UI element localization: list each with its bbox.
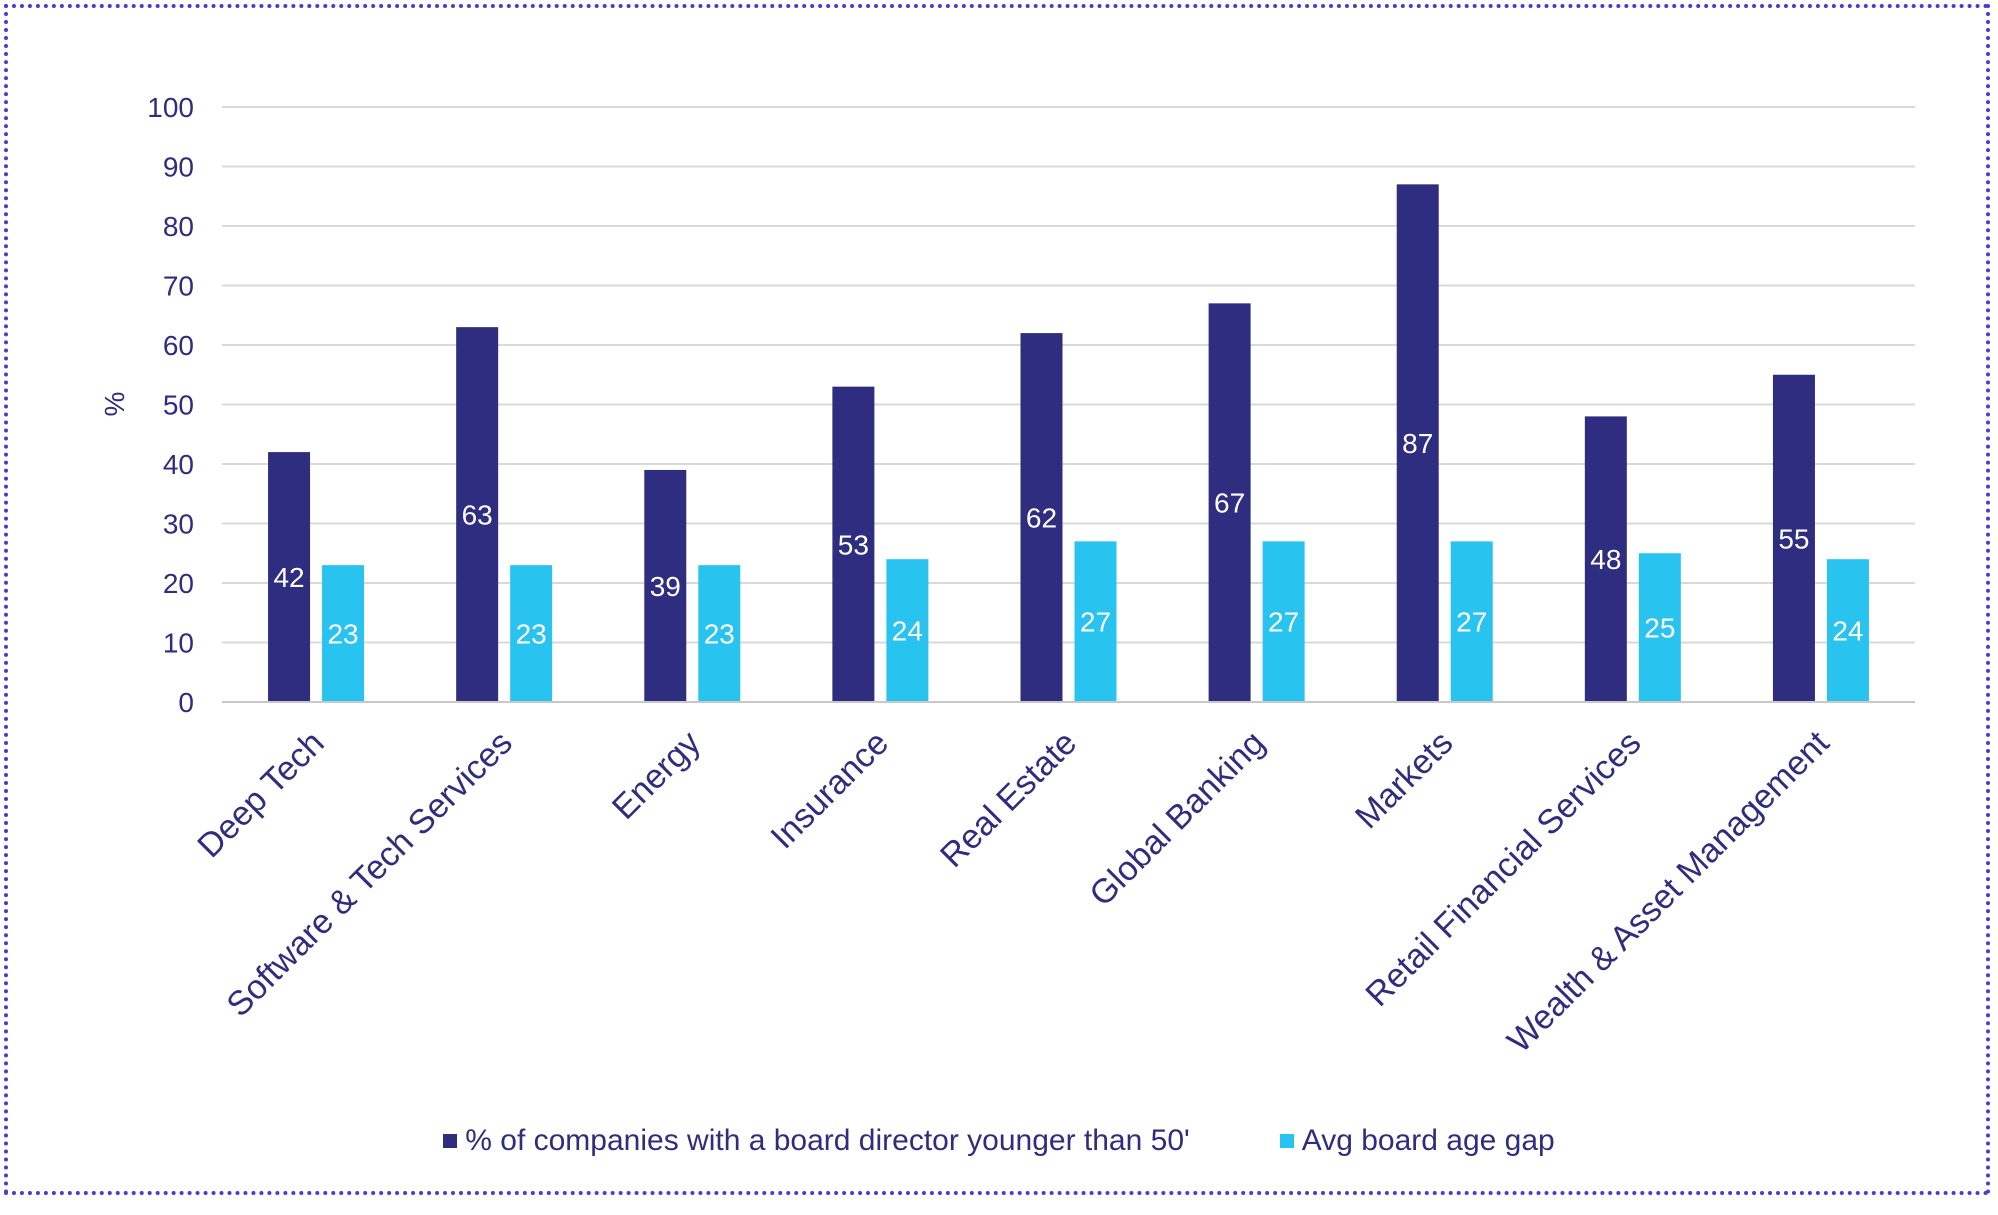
bar-1-3: [832, 386, 875, 702]
bar-1-1: [456, 327, 499, 702]
x-tick-label-2: Energy: [605, 724, 708, 827]
data-label-2-1: 23: [516, 619, 547, 650]
y-tick-label-80: 80: [163, 211, 194, 242]
legend-item-series-2: Avg board age gap: [1279, 1124, 1555, 1158]
bar-1-0: [268, 452, 311, 702]
bar-2-2: [698, 565, 741, 702]
chart-frame: [4, 4, 1990, 1195]
bar-2-4: [1074, 541, 1117, 702]
data-label-2-5: 27: [1268, 607, 1299, 638]
bar-1-2: [644, 469, 687, 702]
bar-2-7: [1638, 553, 1681, 702]
x-tick-label-6: Markets: [1348, 724, 1460, 836]
data-label-2-3: 24: [892, 616, 923, 647]
bar-2-5: [1262, 541, 1305, 702]
y-tick-label-100: 100: [147, 92, 194, 123]
x-tick-label-4: Real Estate: [933, 724, 1084, 875]
bar-2-1: [510, 565, 553, 702]
y-tick-label-0: 0: [178, 687, 194, 718]
data-label-2-4: 27: [1080, 607, 1111, 638]
data-label-2-0: 23: [327, 619, 358, 650]
legend-swatch-series-1: [443, 1134, 458, 1148]
y-tick-label-30: 30: [163, 509, 194, 540]
y-tick-label-50: 50: [163, 390, 194, 421]
data-label-1-2: 39: [650, 571, 681, 602]
data-label-1-0: 42: [273, 562, 304, 593]
data-label-1-6: 87: [1402, 428, 1433, 459]
bar-1-8: [1772, 374, 1815, 702]
data-label-1-4: 62: [1026, 503, 1057, 534]
data-label-2-8: 24: [1832, 616, 1863, 647]
bar-2-3: [886, 559, 929, 702]
y-tick-label-70: 70: [163, 271, 194, 302]
bar-1-6: [1396, 184, 1439, 703]
bar-1-7: [1584, 416, 1627, 702]
x-tick-label-5: Global Banking: [1082, 724, 1272, 914]
bar-1-5: [1208, 303, 1251, 702]
legend-item-series-1: % of companies with a board director you…: [443, 1124, 1190, 1158]
data-label-1-7: 48: [1590, 544, 1621, 575]
legend-label-series-1: % of companies with a board director you…: [465, 1124, 1190, 1157]
data-label-2-7: 25: [1644, 613, 1675, 644]
legend: % of companies with a board director you…: [0, 1124, 1998, 1158]
legend-swatch-series-2: [1279, 1134, 1294, 1148]
legend-label-series-2: Avg board age gap: [1301, 1124, 1555, 1157]
bar-1-4: [1020, 333, 1063, 702]
x-tick-label-3: Insurance: [764, 724, 896, 856]
bar-2-8: [1826, 559, 1869, 702]
data-label-1-5: 67: [1214, 488, 1245, 519]
y-tick-label-40: 40: [163, 449, 194, 480]
x-tick-label-0: Deep Tech: [190, 724, 331, 865]
y-tick-label-60: 60: [163, 330, 194, 361]
data-label-1-8: 55: [1778, 523, 1809, 554]
y-tick-label-90: 90: [163, 152, 194, 183]
bar-2-6: [1450, 541, 1493, 702]
y-axis-title: %: [99, 392, 130, 417]
y-tick-label-10: 10: [163, 628, 194, 659]
data-label-1-3: 53: [838, 529, 869, 560]
data-label-2-6: 27: [1456, 607, 1487, 638]
y-tick-label-20: 20: [163, 568, 194, 599]
data-label-1-1: 63: [462, 500, 493, 531]
bar-2-0: [322, 565, 365, 702]
x-tick-label-8: Wealth & Asset Management: [1500, 723, 1837, 1060]
data-label-2-2: 23: [704, 619, 735, 650]
